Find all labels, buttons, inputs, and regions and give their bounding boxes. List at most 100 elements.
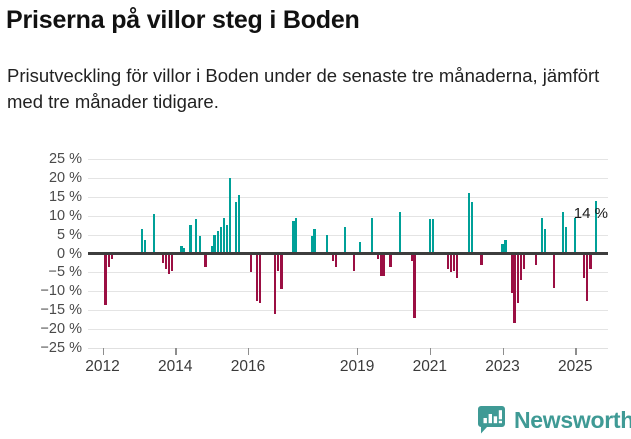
y-axis-tick-label: −5 % bbox=[48, 264, 82, 281]
bar-negative bbox=[274, 253, 277, 314]
y-axis-tick-label: 5 % bbox=[57, 226, 82, 243]
bar-positive bbox=[562, 211, 565, 254]
data-label-last-value: 14 % bbox=[573, 204, 608, 222]
bar-positive bbox=[540, 217, 543, 254]
bar-positive bbox=[189, 225, 192, 254]
gridline bbox=[88, 159, 608, 160]
bar-negative bbox=[277, 253, 280, 271]
plot-area bbox=[88, 159, 608, 349]
y-axis-tick-label: −20 % bbox=[40, 321, 82, 338]
bar-negative bbox=[589, 253, 592, 269]
page-title: Priserna på villor steg i Boden bbox=[6, 6, 360, 34]
bar-negative bbox=[353, 253, 356, 271]
bar-negative bbox=[204, 253, 207, 267]
y-axis-tick-label: 20 % bbox=[48, 169, 82, 186]
bar-positive bbox=[313, 228, 316, 254]
bar-positive bbox=[180, 245, 183, 254]
bar-positive bbox=[325, 234, 328, 254]
bar-positive bbox=[565, 227, 568, 254]
x-axis-tick-label: 2014 bbox=[158, 358, 193, 375]
bar-positive bbox=[544, 228, 547, 254]
x-axis-tick-mark bbox=[102, 348, 104, 355]
bar-positive bbox=[216, 230, 219, 254]
bar-negative bbox=[410, 253, 413, 262]
y-axis-tick-label: 15 % bbox=[48, 188, 82, 205]
x-axis-tick-mark bbox=[502, 348, 504, 355]
y-axis-tick-label: −25 % bbox=[40, 340, 82, 356]
bar-negative bbox=[583, 253, 586, 279]
bar-negative bbox=[389, 253, 392, 267]
bar-negative bbox=[334, 253, 338, 267]
zero-baseline bbox=[88, 252, 608, 255]
y-axis-tick-label: 10 % bbox=[48, 207, 82, 224]
x-axis-tick-mark bbox=[575, 348, 577, 355]
bar-negative bbox=[534, 253, 538, 265]
bar-negative bbox=[249, 253, 252, 273]
gridline bbox=[88, 272, 608, 274]
x-axis-tick-mark bbox=[429, 348, 432, 355]
bar-negative bbox=[510, 253, 513, 294]
bar-negative bbox=[380, 253, 383, 277]
x-axis-tick-label: 2012 bbox=[85, 358, 120, 375]
bar-positive bbox=[234, 202, 238, 254]
bar-positive bbox=[210, 245, 213, 254]
x-axis-tick-label: 2025 bbox=[558, 358, 593, 375]
bar-negative bbox=[258, 253, 262, 303]
bar-positive bbox=[371, 217, 374, 254]
bar-positive bbox=[213, 234, 216, 254]
bar-negative bbox=[280, 253, 283, 290]
bar-positive bbox=[228, 177, 231, 254]
y-axis-tick-label: −15 % bbox=[40, 302, 82, 319]
bar-positive bbox=[358, 242, 362, 254]
bar-negative bbox=[449, 253, 452, 273]
bar-negative bbox=[171, 253, 174, 271]
bar-negative bbox=[586, 253, 589, 301]
bar-positive bbox=[219, 227, 222, 254]
bar-positive bbox=[501, 244, 504, 254]
bar-negative bbox=[513, 253, 516, 324]
bar-positive bbox=[398, 211, 401, 254]
gridline bbox=[88, 215, 608, 217]
x-axis-tick-label: 2016 bbox=[230, 358, 266, 375]
bar-negative bbox=[168, 253, 171, 275]
bar-positive bbox=[468, 193, 471, 254]
y-axis-tick-label: 0 % bbox=[57, 245, 82, 262]
bar-positive bbox=[431, 219, 434, 254]
bar-negative bbox=[110, 253, 113, 260]
bar-positive bbox=[144, 240, 147, 254]
bar-negative bbox=[480, 253, 483, 265]
gridline bbox=[88, 329, 608, 331]
gridline bbox=[88, 291, 608, 293]
bar-positive bbox=[153, 213, 156, 254]
bar-negative bbox=[522, 253, 525, 269]
bar-positive bbox=[595, 200, 598, 254]
bar-positive bbox=[295, 217, 298, 254]
gridline bbox=[88, 310, 608, 312]
bar-negative bbox=[107, 253, 110, 267]
bar-negative bbox=[553, 253, 556, 288]
bar-chart-speech-bubble-icon bbox=[478, 406, 505, 434]
x-axis-tick-label: 2023 bbox=[485, 358, 520, 375]
y-axis-tick-label: −10 % bbox=[40, 283, 82, 300]
bar-positive bbox=[310, 236, 313, 254]
bar-negative bbox=[104, 253, 107, 305]
x-axis-tick-mark bbox=[175, 348, 177, 355]
bar-positive bbox=[237, 194, 240, 254]
bar-negative bbox=[446, 253, 450, 269]
x-axis-tick-label: 2021 bbox=[412, 358, 448, 375]
bar-positive bbox=[225, 225, 228, 254]
y-axis-tick-label: 25 % bbox=[48, 151, 82, 167]
bar-negative bbox=[453, 253, 456, 271]
bar-negative bbox=[516, 253, 519, 303]
bar-positive bbox=[140, 228, 143, 254]
newsworthy-logo: Newsworthy bbox=[478, 405, 631, 435]
brand-name: Newsworthy bbox=[514, 406, 631, 433]
bar-negative bbox=[256, 253, 259, 301]
gridline bbox=[88, 196, 608, 198]
y-axis-labels: 25 % 20 % 15 % 10 % 5 % 0 % −5 % −10 % −15 % −20 … bbox=[0, 151, 82, 356]
bar-positive bbox=[222, 217, 225, 254]
gridline bbox=[88, 177, 608, 179]
bar-positive bbox=[344, 227, 347, 254]
